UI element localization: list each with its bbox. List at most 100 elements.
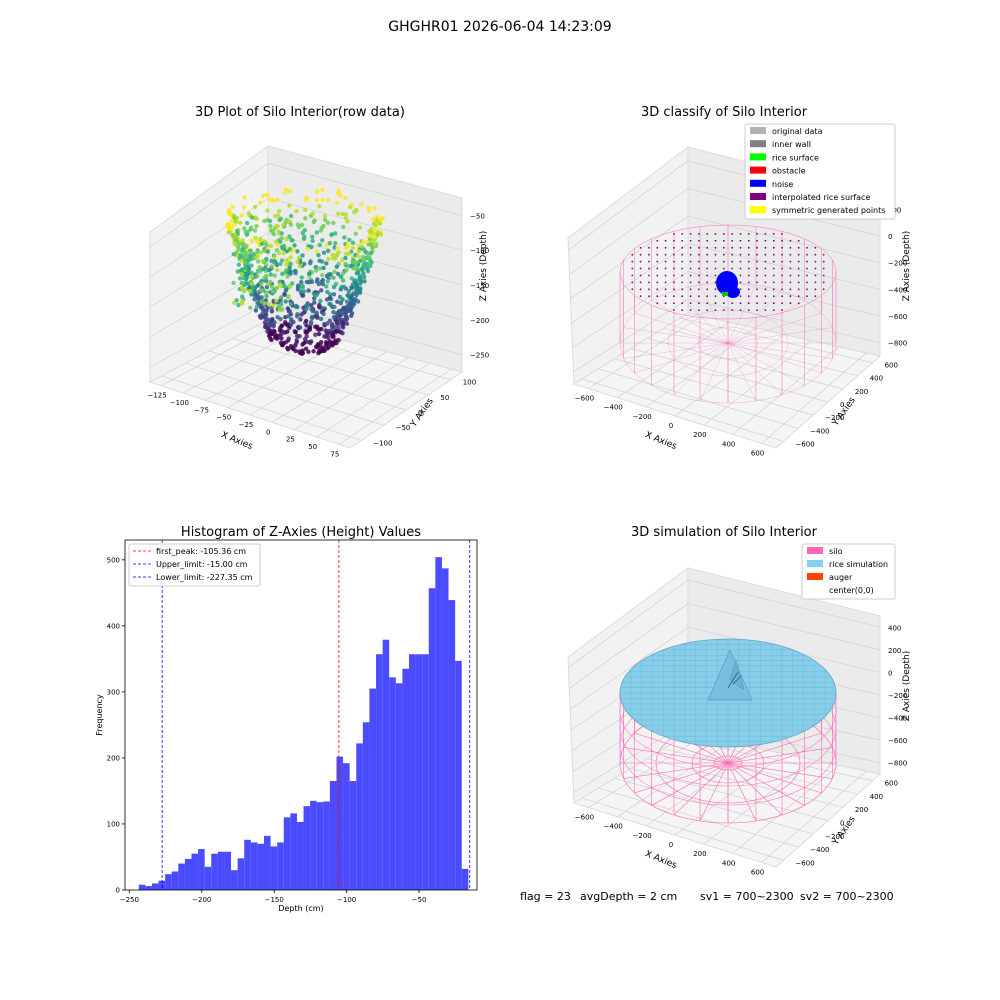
point	[722, 302, 725, 305]
point	[722, 239, 725, 242]
point	[772, 295, 775, 298]
panel2-axes-box	[567, 145, 882, 449]
point	[319, 288, 324, 293]
histogram-legend: first_peak: -105.36 cm Upper_limit: -15.0…	[128, 543, 261, 587]
point	[262, 218, 267, 224]
point	[317, 349, 322, 354]
point	[319, 340, 324, 345]
point	[341, 224, 346, 230]
ytick-label: 500	[107, 556, 120, 564]
point	[252, 228, 258, 233]
point	[374, 214, 380, 220]
point	[255, 239, 260, 244]
point	[814, 281, 817, 284]
point	[288, 255, 293, 260]
xtick-label: −50	[412, 896, 427, 904]
point	[282, 330, 288, 335]
point	[299, 312, 304, 317]
point	[327, 301, 332, 307]
point	[291, 246, 296, 252]
panel4-xlabel: X Axies	[643, 849, 678, 871]
point	[362, 274, 367, 280]
point	[338, 330, 344, 335]
histogram-axes-frame	[124, 539, 478, 891]
legend-swatch	[807, 560, 823, 567]
point	[648, 253, 650, 256]
point	[306, 349, 311, 354]
point	[316, 253, 321, 258]
point	[331, 292, 337, 297]
point	[333, 231, 338, 236]
point	[300, 293, 305, 298]
point	[664, 239, 667, 242]
point	[797, 253, 800, 256]
point	[321, 311, 326, 317]
histogram-bar	[408, 654, 416, 890]
point	[287, 284, 293, 289]
histogram-bar	[343, 763, 350, 890]
p1-xtick-label: −50	[216, 414, 231, 422]
point	[258, 200, 263, 205]
point	[310, 234, 315, 239]
p1-xtick-label: −125	[147, 392, 166, 400]
point	[334, 200, 339, 206]
point	[309, 244, 314, 250]
point	[299, 289, 304, 294]
point	[343, 195, 348, 201]
histogram-bar	[257, 843, 264, 890]
point	[286, 314, 291, 319]
histogram-bar	[441, 568, 449, 890]
point	[377, 221, 383, 226]
point	[353, 261, 359, 266]
point	[237, 276, 243, 281]
p1-xtick-label: −25	[239, 421, 254, 429]
legend-swatch	[750, 179, 766, 187]
point	[312, 300, 317, 305]
histogram-bar	[231, 870, 238, 890]
histogram-bar	[270, 846, 278, 890]
p1-ytick-label: −100	[373, 439, 392, 447]
point	[350, 304, 355, 309]
point	[354, 282, 360, 287]
point	[305, 246, 311, 252]
point	[764, 295, 767, 298]
point	[756, 246, 758, 249]
point	[689, 274, 692, 277]
point	[781, 302, 783, 305]
point	[656, 239, 659, 242]
point	[286, 219, 291, 224]
histogram-bar	[277, 842, 284, 890]
point	[236, 262, 242, 267]
point	[797, 267, 800, 270]
point	[681, 253, 684, 256]
point	[371, 216, 376, 222]
legend-item-label: Upper_limit: -15.00 cm	[156, 560, 248, 569]
point	[639, 253, 642, 256]
point	[806, 267, 808, 270]
point	[285, 306, 291, 311]
point	[264, 294, 269, 299]
point	[292, 243, 297, 248]
point	[306, 288, 311, 293]
point	[302, 207, 308, 213]
point	[764, 246, 767, 249]
point	[266, 302, 271, 307]
p2-xtick-label: −400	[604, 404, 623, 412]
point	[345, 245, 350, 250]
point	[346, 251, 351, 256]
point	[664, 253, 667, 256]
point	[706, 295, 709, 298]
p4-ytick-label: 400	[870, 793, 883, 801]
point	[319, 259, 325, 264]
point	[229, 217, 235, 223]
xtick-label: −250	[120, 896, 139, 904]
point	[295, 249, 300, 254]
point	[340, 322, 345, 328]
p1-xtick-label: 0	[266, 428, 270, 436]
point	[673, 233, 675, 235]
point	[268, 279, 273, 285]
panel3-title: Histogram of Z-Axies (Height) Values	[181, 525, 421, 540]
point	[320, 281, 326, 287]
p2-ytick-label: −200	[825, 414, 844, 422]
